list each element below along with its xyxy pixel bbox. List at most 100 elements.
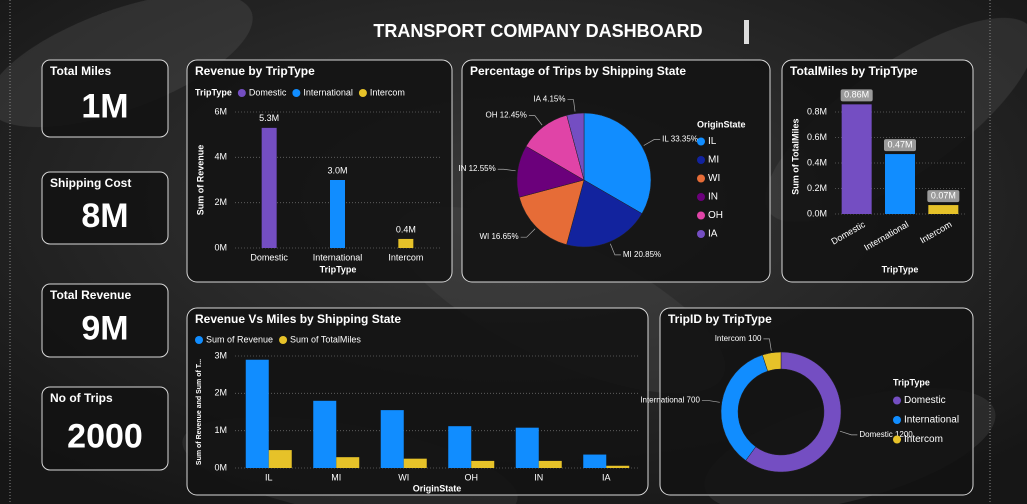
legend-marker (358, 89, 367, 97)
legend-label: WI (708, 173, 720, 184)
bar (330, 180, 345, 248)
y-tick-label: 0.4M (807, 157, 827, 167)
pie-slice (566, 179, 643, 248)
x-tick-label: International (313, 252, 363, 262)
x-tick-label: MI (331, 472, 341, 482)
bar (245, 359, 269, 468)
legend-marker (697, 211, 705, 220)
bar (336, 457, 360, 468)
label-box (840, 89, 873, 102)
slice-value: 12.55% (469, 164, 496, 173)
x-tick-label: Intercom (388, 252, 423, 262)
y-tick-label: 1M (214, 425, 227, 435)
title-bar (744, 20, 749, 44)
slice-category: OH (485, 111, 497, 120)
chart-panel (186, 59, 453, 283)
slice-category: IL (662, 135, 669, 144)
legend-marker (279, 336, 288, 344)
data-label: 0.86M (844, 90, 869, 100)
legend-marker (697, 193, 705, 201)
chart-title: Percentage of Trips by Shipping State (470, 64, 686, 78)
legend-label: Intercom (904, 434, 943, 445)
legend-marker (697, 230, 705, 238)
slice-value: 4.15% (543, 95, 566, 104)
leader-line (609, 243, 621, 256)
kpi-label: No of Trips (50, 391, 113, 405)
leader-line (763, 338, 772, 351)
slice-value: 12.45% (500, 111, 527, 120)
slice-label: Domestic 1200 (859, 430, 913, 439)
chart-title: Revenue by TripType (195, 64, 315, 78)
slice-label: International 700 (640, 396, 700, 405)
legend-title: TripType (893, 377, 930, 387)
y-tick-label: 0.8M (807, 106, 827, 116)
leader-line (839, 430, 858, 436)
legend-marker (292, 89, 301, 97)
x-tick-label: WI (398, 472, 409, 482)
slice-value: 16.65% (491, 232, 518, 241)
x-tick-label: IA (602, 472, 611, 482)
y-tick-label: 3M (214, 350, 227, 360)
kpi-value: 2000 (67, 417, 143, 455)
legend-label: International (303, 87, 353, 97)
x-axis-title: TripType (882, 264, 919, 274)
leader-line (643, 139, 661, 146)
legend-marker (697, 174, 705, 183)
x-tick-label: OH (465, 472, 479, 482)
kpi-value: 1M (81, 87, 128, 125)
y-tick-label: 0.6M (807, 132, 827, 142)
legend-marker (237, 89, 246, 97)
x-tick-label: IL (265, 472, 273, 482)
y-tick-label: 2M (214, 388, 227, 398)
y-axis-title: Sum of Revenue (195, 145, 205, 216)
legend-label: Intercom (370, 87, 405, 97)
bar (841, 104, 872, 214)
data-label: 0.4M (396, 224, 416, 234)
x-tick-label: Domestic (250, 252, 288, 262)
bar (515, 427, 539, 468)
bar (885, 154, 915, 214)
label-box (927, 190, 960, 203)
legend-label: Sum of TotalMiles (290, 334, 361, 344)
leader-line (520, 228, 536, 238)
slice-category: Intercom (715, 334, 746, 343)
bar (261, 127, 277, 248)
bar (398, 238, 414, 248)
chart-title: TripID by TripType (668, 312, 772, 326)
y-tick-label: 0M (214, 242, 227, 252)
data-label: 3.0M (327, 165, 347, 175)
x-tick-label: IN (534, 472, 543, 482)
bar (380, 410, 404, 468)
kpi-card (41, 171, 169, 245)
legend-marker (893, 416, 901, 424)
kpi-card (41, 59, 169, 138)
slice-label: MI 20.85% (623, 250, 661, 259)
bar (606, 465, 630, 468)
donut-slice (745, 351, 842, 473)
pie-slice (583, 112, 652, 214)
x-axis-title: TripType (320, 264, 357, 274)
kpi-value: 9M (81, 309, 128, 347)
chart-title: Revenue Vs Miles by Shipping State (195, 312, 401, 326)
chart-panel (781, 59, 974, 283)
legend-label: Domestic (904, 395, 946, 406)
slice-value: 1200 (895, 430, 913, 439)
bar (538, 460, 562, 468)
leader-line (497, 168, 516, 172)
kpi-label: Shipping Cost (50, 176, 131, 190)
label-box (884, 139, 916, 152)
bar (928, 205, 959, 214)
slice-category: International (640, 396, 684, 405)
legend-marker (697, 156, 705, 164)
slice-value: 33.35% (671, 135, 698, 144)
y-tick-label: 0M (214, 462, 227, 472)
bar (471, 460, 495, 468)
y-tick-label: 4M (214, 152, 227, 162)
leader-line (567, 99, 576, 112)
slice-category: IA (533, 95, 541, 104)
legend-label: Domestic (249, 87, 287, 97)
y-tick-label: 0.2M (807, 183, 827, 193)
leader-line (528, 115, 543, 126)
slice-category: Domestic (859, 430, 892, 439)
